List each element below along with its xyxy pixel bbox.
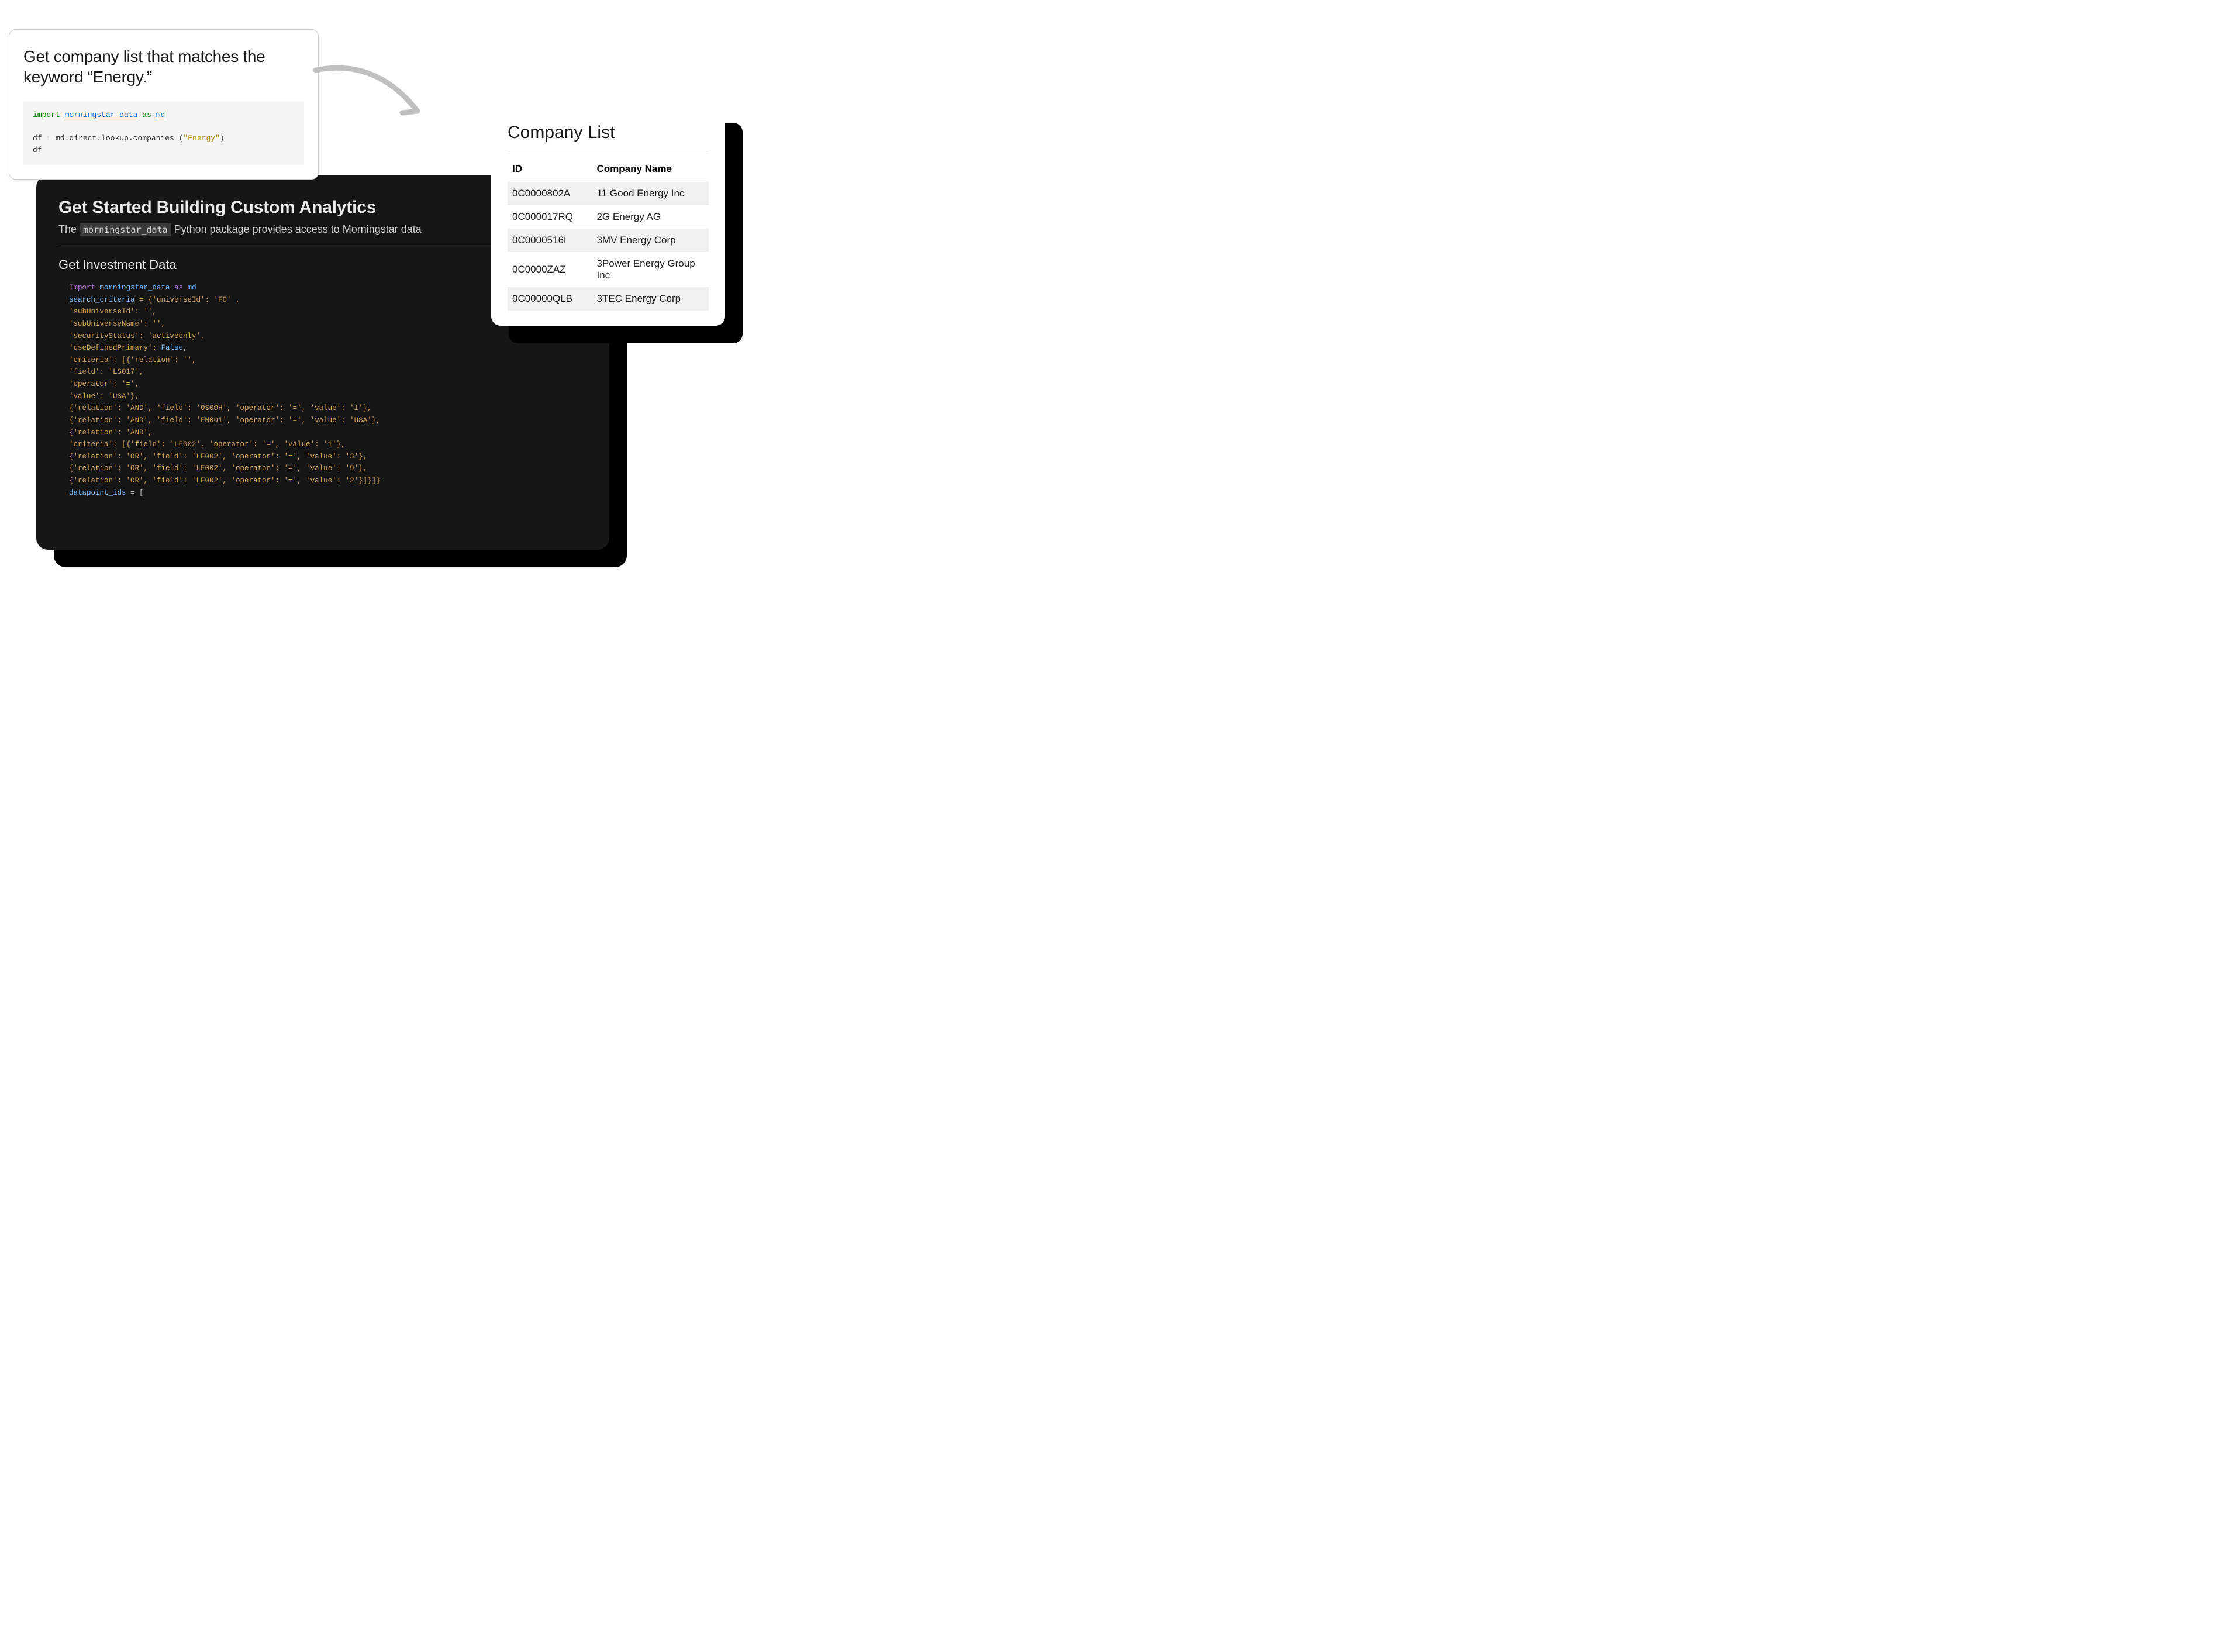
company-list-title: Company List <box>508 123 709 143</box>
package-name: morningstar_data <box>65 111 138 119</box>
code-line: {'relation': 'OR', 'field': 'LF002', 'op… <box>69 463 587 475</box>
prompt-card: Get company list that matches the keywor… <box>9 29 319 180</box>
cell-name: 2G Energy AG <box>592 205 709 229</box>
import-keyword: import <box>33 111 60 119</box>
cell-name: 3TEC Energy Corp <box>592 287 709 311</box>
code-line: {'relation': 'AND', 'field': 'FM001', 'o… <box>69 415 587 427</box>
cell-name: 3Power Energy Group Inc <box>592 252 709 287</box>
table-header-row: ID Company Name <box>508 160 709 182</box>
code-line: datapoint_ids = [ <box>69 487 587 499</box>
table-row: 0C0000516I 3MV Energy Corp <box>508 229 709 252</box>
subtitle-inline-code: morningstar_data <box>80 223 171 236</box>
arrow-icon <box>310 53 439 134</box>
code-line-2: df = md.direct.lookup.companies ("Energy… <box>33 133 295 144</box>
code-blank-line <box>33 121 295 133</box>
code-line: {'relation': 'AND', 'field': 'OS00H', 'o… <box>69 402 587 415</box>
table-row: 0C0000ZAZ 3Power Energy Group Inc <box>508 252 709 287</box>
code-line: 'operator': '=', <box>69 378 587 391</box>
code-line: 'useDefinedPrimary': False, <box>69 342 587 354</box>
column-header-name: Company Name <box>592 160 709 182</box>
code-text: df = md.direct.lookup.companies ( <box>33 134 183 143</box>
cell-id: 0C0000516I <box>508 229 592 252</box>
code-text: ) <box>220 134 225 143</box>
cell-id: 0C00000QLB <box>508 287 592 311</box>
string-literal: "Energy" <box>183 134 219 143</box>
cell-id: 0C0000802A <box>508 182 592 205</box>
prompt-code-block: import morningstar_data as md df = md.di… <box>23 101 304 165</box>
column-header-id: ID <box>508 160 592 182</box>
code-line: 'criteria': [{'field': 'LF002', 'operato… <box>69 439 587 451</box>
table-row: 0C000017RQ 2G Energy AG <box>508 205 709 229</box>
subtitle-pre: The <box>58 223 77 235</box>
table-row: 0C00000QLB 3TEC Energy Corp <box>508 287 709 311</box>
code-line: 'field': 'LS017', <box>69 366 587 378</box>
prompt-title: Get company list that matches the keywor… <box>23 46 304 87</box>
code-line: {'relation': 'OR', 'field': 'LF002', 'op… <box>69 475 587 487</box>
code-line: {'relation': 'AND', <box>69 427 587 439</box>
cell-id: 0C0000ZAZ <box>508 252 592 287</box>
code-line: 'value': 'USA'}, <box>69 391 587 403</box>
company-list-table: ID Company Name 0C0000802A 11 Good Energ… <box>508 160 709 311</box>
code-text: df <box>33 146 42 154</box>
code-line-1: import morningstar_data as md <box>33 109 295 121</box>
alias-name: md <box>156 111 165 119</box>
cell-name: 3MV Energy Corp <box>592 229 709 252</box>
code-line: {'relation': 'OR', 'field': 'LF002', 'op… <box>69 451 587 463</box>
code-line-3: df <box>33 144 295 156</box>
company-list-card: Company List ID Company Name 0C0000802A … <box>491 105 725 326</box>
table-row: 0C0000802A 11 Good Energy Inc <box>508 182 709 205</box>
as-keyword: as <box>142 111 151 119</box>
code-line: 'criteria': [{'relation': '', <box>69 354 587 367</box>
subtitle-post: Python package provides access to Mornin… <box>174 223 422 235</box>
cell-id: 0C000017RQ <box>508 205 592 229</box>
cell-name: 11 Good Energy Inc <box>592 182 709 205</box>
code-line: 'securityStatus': 'activeonly', <box>69 330 587 343</box>
